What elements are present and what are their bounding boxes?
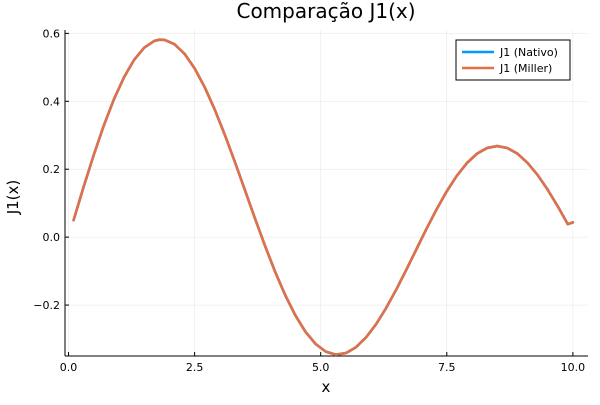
series-line-j1-nativo [72, 38, 575, 356]
legend-label-miller: J1 (Miller) [499, 62, 552, 75]
grid-lines [65, 30, 588, 356]
y-tick-label: −0.2 [33, 299, 60, 312]
y-axis-label: J1(x) [4, 180, 22, 216]
legend: J1 (Nativo) J1 (Miller) [455, 39, 571, 81]
x-tick-label: 7.5 [438, 361, 456, 374]
y-tick-label: 0.2 [43, 163, 61, 176]
series-line-j1-miller [72, 38, 575, 356]
legend-label-nativo: J1 (Nativo) [499, 46, 558, 59]
chart-title: Comparação J1(x) [236, 0, 415, 23]
x-tick-label: 10.0 [561, 361, 586, 374]
axes [64, 30, 588, 357]
y-tick-label: 0.4 [43, 95, 61, 108]
x-tick-label: 2.5 [186, 361, 204, 374]
plot-series [72, 38, 575, 356]
x-axis-label: x [322, 378, 331, 396]
legend-box [455, 39, 571, 81]
y-tick-label: 0.0 [43, 231, 61, 244]
y-axis-ticks: −0.2 0.0 0.2 0.4 0.6 [33, 27, 69, 312]
y-tick-label: 0.6 [43, 27, 61, 40]
x-tick-label: 0.0 [60, 361, 78, 374]
x-axis-ticks: 0.0 2.5 5.0 7.5 10.0 [60, 352, 585, 374]
x-tick-label: 5.0 [312, 361, 330, 374]
